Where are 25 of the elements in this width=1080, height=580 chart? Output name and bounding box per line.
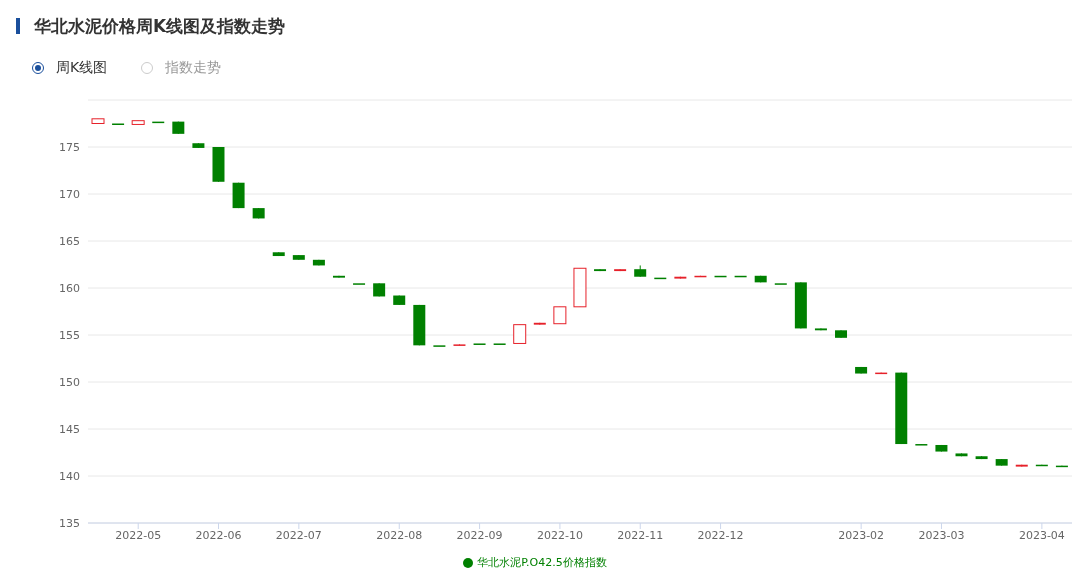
x-tick-label: 2022-10: [536, 528, 583, 542]
y-tick-label: 150: [59, 375, 80, 389]
x-tick-label: 2022-12: [697, 528, 744, 542]
y-tick-label: 135: [59, 516, 80, 530]
x-tick-label: 2023-02: [838, 528, 885, 542]
y-tick-label: 170: [59, 187, 80, 201]
x-tick-label: 2022-09: [456, 528, 503, 542]
text: 指数走势: [165, 59, 222, 77]
text: 周K线图: [56, 59, 108, 77]
y-tick-label: 155: [59, 328, 80, 342]
y-tick-label: 160: [59, 281, 80, 295]
y-tick-label: 165: [59, 234, 80, 248]
x-tick-label: 2022-08: [376, 528, 423, 542]
x-tick-label: 2022-07: [275, 528, 322, 542]
y-tick-label: 175: [59, 140, 80, 154]
x-tick-label: 2023-03: [918, 528, 965, 542]
x-tick-label: 2023-04: [1018, 528, 1065, 542]
candlestick: [513, 324, 527, 344]
chart-title: 华北水泥价格周K线图及指数走势: [34, 14, 286, 38]
x-tick-label: 2022-06: [195, 528, 242, 542]
x-tick-label: 2022-05: [115, 528, 162, 542]
x-tick-label: 2022-11: [617, 528, 664, 542]
y-tick-label: 140: [59, 469, 80, 483]
legend-label: 华北水泥P.O42.5价格指数: [477, 556, 607, 569]
y-tick-label: 145: [59, 422, 80, 436]
